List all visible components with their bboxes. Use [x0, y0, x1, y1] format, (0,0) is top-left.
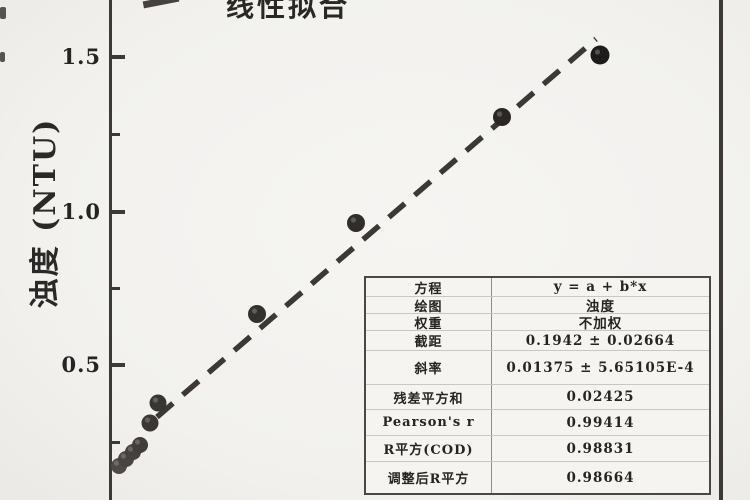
- stats-row-value: 0.99414: [566, 414, 635, 431]
- scatter-point-highlight: [152, 397, 159, 403]
- stats-row-value: 0.1942 ± 0.02664: [525, 332, 676, 349]
- scatter-point-highlight: [144, 417, 151, 423]
- scatter-point: [347, 214, 365, 232]
- stats-row-value: 0.02425: [566, 389, 635, 405]
- scatter-point-highlight: [113, 460, 120, 466]
- stats-table-row: 残差平方和 0.02425: [366, 384, 709, 409]
- stats-row-value: 0.98664: [566, 469, 635, 486]
- photo-artifact: [0, 7, 6, 19]
- stats-table-row: 绘图 浊度: [366, 296, 709, 315]
- stats-row-label: 权重: [366, 314, 492, 332]
- scatter-point-highlight: [594, 49, 601, 55]
- y-tick-label: 0.5: [61, 352, 101, 377]
- stats-table-row: 截距 0.1942 ± 0.02664: [366, 330, 709, 350]
- stats-row-label: Pearson's r: [366, 410, 492, 435]
- scatter-point: [493, 108, 511, 126]
- y-minor-tick: [111, 287, 120, 290]
- stats-row-label: 调整后R平方: [366, 462, 492, 493]
- scatter-point-highlight: [496, 111, 503, 117]
- scatter-point: [590, 45, 610, 65]
- scatter-point-highlight: [350, 217, 357, 223]
- stats-table-row: Pearson's r 0.99414: [366, 409, 709, 435]
- y-tick-label: 1.0: [61, 199, 101, 224]
- legend-label: 线性拟合: [226, 0, 351, 23]
- stats-table-row: 斜率 0.01375 ± 5.65105E-4: [366, 350, 709, 384]
- linear-fit-dashed-line: [155, 36, 598, 420]
- stats-row-label: R平方(COD): [366, 436, 492, 461]
- y-minor-tick: [111, 441, 120, 444]
- stats-row-label: 方程: [366, 278, 492, 297]
- y-tick-label: 1.5: [61, 44, 101, 69]
- stats-row-label: 斜率: [366, 351, 492, 384]
- stats-table-row: 调整后R平方 0.98664: [366, 461, 709, 493]
- scatter-point: [248, 305, 266, 323]
- scatter-point-highlight: [120, 453, 127, 459]
- scatter-point: [132, 437, 148, 453]
- stats-row-value: 不加权: [578, 316, 623, 332]
- right-plot-border: [719, 0, 723, 500]
- stats-row-label: 绘图: [366, 297, 492, 315]
- scatter-point-highlight: [251, 308, 258, 314]
- stats-row-label: 残差平方和: [366, 385, 492, 409]
- stats-row-value: y = a + b*x: [553, 279, 648, 295]
- y-axis-line: [109, 0, 112, 500]
- stats-table-row: R平方(COD) 0.98831: [366, 435, 709, 461]
- scatter-point-highlight: [127, 446, 134, 452]
- scatter-point-highlight: [134, 439, 141, 445]
- y-minor-tick: [111, 133, 120, 136]
- stats-row-value: 0.01375 ± 5.65105E-4: [506, 359, 695, 376]
- stats-table-row: 权重 不加权: [366, 313, 709, 332]
- stats-row-value: 0.98831: [566, 440, 635, 457]
- photo-artifact: [0, 52, 5, 62]
- scatter-point: [149, 394, 167, 412]
- y-major-tick: [111, 363, 125, 367]
- scatter-point: [141, 414, 159, 432]
- stats-table: 方程 y = a + b*x 绘图 浊度权重 不加权截距 0.1942 ± 0.02664…: [364, 276, 711, 495]
- stats-row-label: 截距: [366, 331, 492, 350]
- stats-table-row: 方程 y = a + b*x: [366, 278, 709, 297]
- stats-row-value: 浊度: [586, 299, 615, 315]
- y-major-tick: [111, 210, 125, 214]
- y-major-tick: [111, 55, 125, 59]
